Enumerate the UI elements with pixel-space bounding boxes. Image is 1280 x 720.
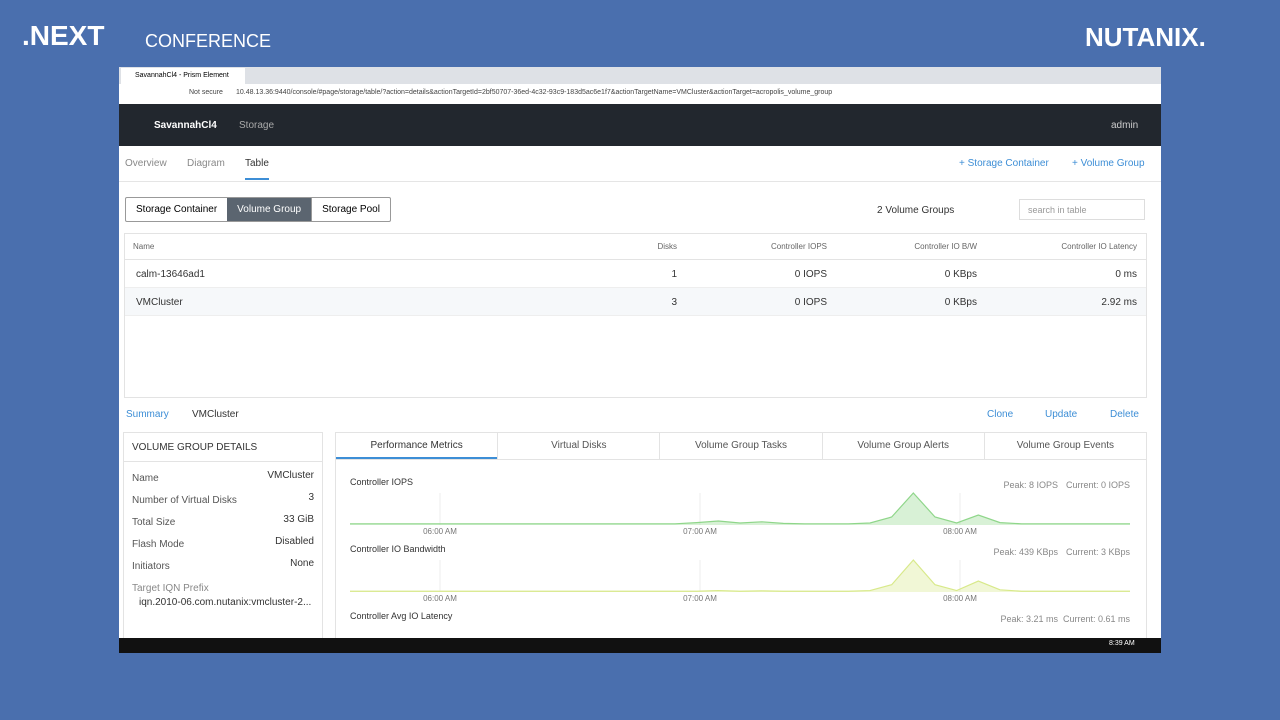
chart-peak: Peak: 3.21 ms [1000,614,1058,624]
add-action[interactable]: + Storage Container [959,158,1049,169]
top-nav [119,104,1161,146]
cell: 0 IOPS [794,296,827,308]
tab-bar [119,67,1161,84]
time-label: 06:00 AM [423,527,457,536]
time-label: 07:00 AM [683,527,717,536]
field-value: None [290,558,314,569]
time-label: 08:00 AM [943,527,977,536]
column-header: Controller IOPS [770,242,827,251]
clone-action[interactable]: Clone [987,409,1014,420]
cell: 0 IOPS [794,269,827,280]
cell: calm-13646ad1 [136,269,205,280]
field-label: Target IQN Prefix [132,583,209,594]
metric-tab[interactable]: Virtual Disks [497,433,659,459]
charts: Controller IOPS Current: 0 IOPS Peak: 8 IO… [350,477,1131,624]
field-value: 3 [308,492,314,503]
cell: 2.92 ms [1101,296,1137,308]
count: 2 Volume Groups [877,205,955,216]
sub-tab[interactable]: Diagram [187,158,225,169]
toggle-button[interactable]: Storage Pool [311,198,390,221]
breadcrumb-link[interactable]: Summary [126,409,169,420]
metric-tab[interactable]: Performance Metrics [336,433,498,459]
area [350,493,1130,525]
chart-title: Controller IO Bandwidth [350,544,446,554]
delete-action[interactable]: Delete [1110,409,1139,420]
field-label: Flash Mode [132,539,185,550]
metric-tab[interactable]: Volume Group Tasks [659,433,821,459]
column-header: Disks [657,242,677,251]
taskbar [119,638,1161,653]
sub-nav [119,146,1161,182]
area [350,560,1130,592]
metric-tabs: Performance Metrics Virtual Disks Volume G… [336,433,1146,460]
update-action[interactable]: Update [1045,409,1078,420]
field-label: Number of Virtual Disks [132,495,237,506]
details-panel: VOLUME GROUP DETAILS Target IQN Prefix i… [123,432,323,644]
column-header: Name [133,242,155,251]
add-action[interactable]: + Volume Group [1072,158,1145,169]
chart-title: Controller IOPS [350,477,413,487]
table-row[interactable] [125,287,1146,316]
view-toggle: Storage Container Volume Group Storage P… [125,197,391,222]
header-divider [125,259,1146,260]
cell: 1 [671,269,677,280]
chart-title: Controller Avg IO Latency [350,611,453,621]
field-value: iqn.2010-06.com.nutanix:vmcluster-2... [139,597,312,608]
time-label: 08:00 AM [943,594,977,603]
company-logo: NUTANIX. [1085,22,1206,52]
cell: 3 [671,296,677,308]
cell: 0 ms [1115,269,1137,280]
cluster-name[interactable]: SavannahCl4 [154,120,217,131]
browser-tab[interactable]: SavannahCl4 - Prism Element [121,68,245,84]
field-value: VMCluster [267,470,314,481]
line [350,559,1130,592]
column-header: Controller IO Latency [1061,242,1137,251]
next-logo: .NEXT [22,20,105,51]
chart-current: Current: 0.61 ms [1063,614,1131,624]
chart-peak: Peak: 439 KBps [993,547,1058,557]
table: Name Disks Controller IOPS Controller IO B/… [124,233,1147,398]
column-header: Controller IO B/W [914,242,977,251]
search-box[interactable]: search in table [1019,199,1145,220]
field-value: 33 GiB [283,514,314,525]
section-menu[interactable]: Storage [239,120,275,131]
conference-logo: CONFERENCE [145,31,272,51]
cell: 0 KBps [944,296,977,308]
browser-window: SavannahCl4 - Prism Element Not secure 1… [119,67,1161,653]
chart-current: Current: 0 IOPS [1066,480,1130,490]
field-label: Name [132,473,159,484]
metric-tab[interactable]: Volume Group Alerts [821,433,984,459]
time-label: 06:00 AM [423,594,457,603]
chart-peak: Peak: 8 IOPS [1003,480,1058,490]
field-value: Disabled [275,536,314,547]
chart-current: Current: 3 KBps [1066,547,1131,557]
breadcrumb-current: VMCluster [192,409,239,420]
divider [124,461,322,462]
toggle-button[interactable]: Volume Group [227,198,312,221]
time-label: 07:00 AM [683,594,717,603]
sub-tab[interactable]: Overview [125,158,167,169]
field-label: Initiators [132,561,170,572]
details-title: VOLUME GROUP DETAILS [132,442,258,453]
field-label: Total Size [132,517,176,528]
cell: 0 KBps [944,269,977,280]
security-label: Not secure [189,89,223,96]
clock: 8:39 AM [1109,640,1135,647]
toggle-button[interactable]: Storage Container [136,204,218,215]
cell: VMCluster [136,296,183,308]
line [350,492,1130,525]
sub-tab[interactable]: Table [245,158,269,180]
url[interactable]: 10.48.13.36:9440/console/#page/storage/t… [236,89,833,96]
user-menu[interactable]: admin [1111,120,1139,131]
metric-tab[interactable]: Volume Group Events [983,433,1146,459]
